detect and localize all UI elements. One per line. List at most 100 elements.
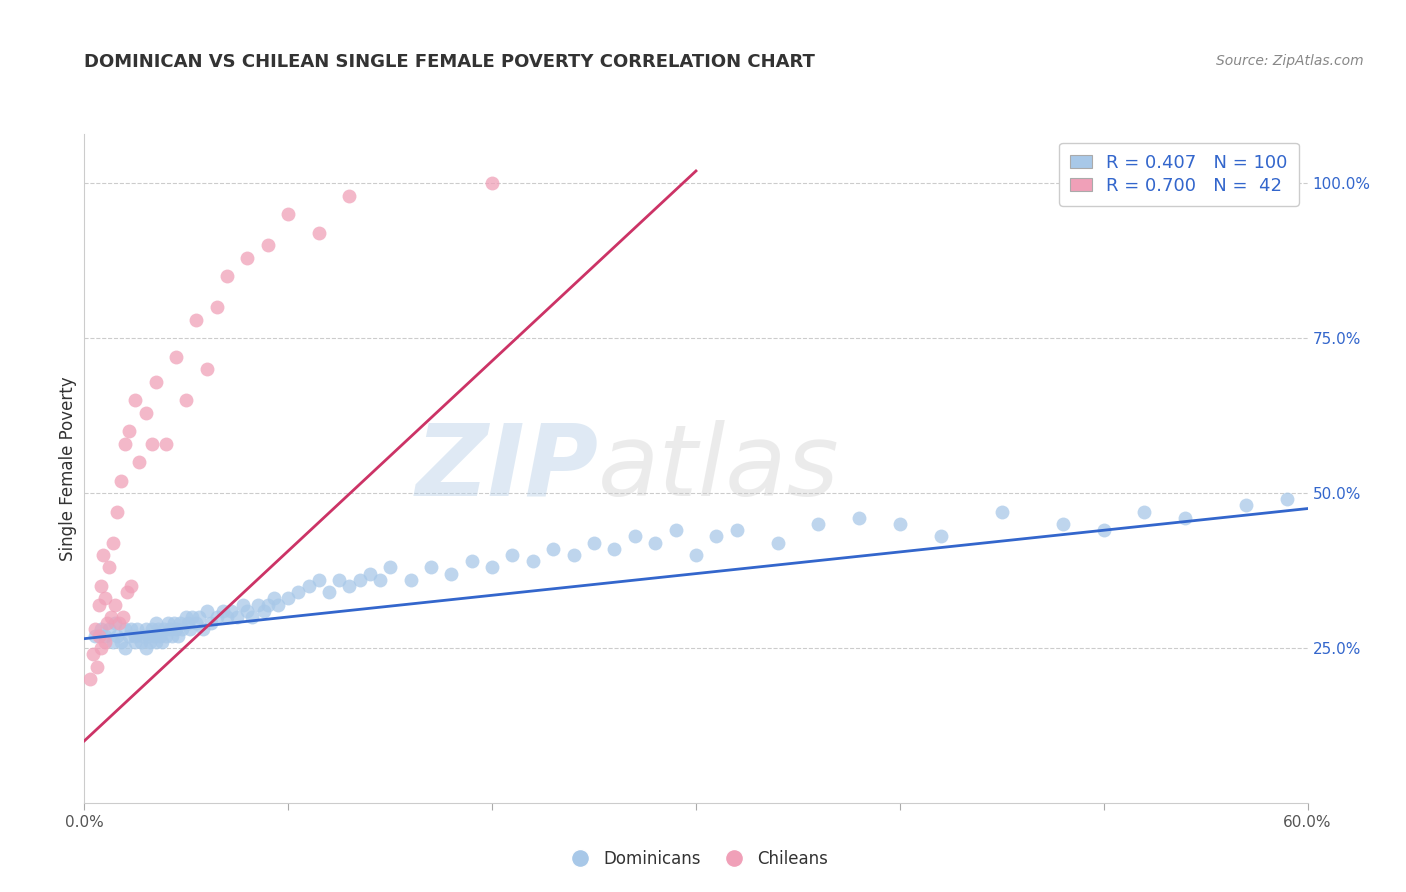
Legend: Dominicans, Chileans: Dominicans, Chileans — [557, 844, 835, 875]
Point — [128, 455, 150, 469]
Point — [118, 424, 141, 438]
Point — [135, 640, 157, 655]
Point — [308, 226, 330, 240]
Point — [603, 541, 626, 556]
Point — [153, 623, 176, 637]
Point — [205, 300, 228, 314]
Point — [97, 623, 120, 637]
Point — [114, 436, 136, 450]
Point — [110, 634, 132, 648]
Point — [1277, 492, 1299, 507]
Point — [146, 623, 169, 637]
Point — [440, 566, 463, 581]
Point — [135, 406, 157, 420]
Point — [124, 634, 146, 648]
Point — [93, 629, 117, 643]
Point — [848, 511, 870, 525]
Point — [90, 640, 112, 655]
Point — [181, 610, 204, 624]
Point — [263, 591, 285, 606]
Point — [253, 604, 276, 618]
Point — [93, 591, 117, 606]
Point — [120, 579, 142, 593]
Point — [339, 579, 361, 593]
Point — [141, 436, 163, 450]
Point — [195, 362, 218, 376]
Point — [287, 585, 309, 599]
Point — [368, 573, 391, 587]
Point — [90, 623, 112, 637]
Point — [114, 623, 136, 637]
Point — [1174, 511, 1197, 525]
Point — [135, 623, 157, 637]
Point — [725, 523, 748, 537]
Point — [420, 560, 443, 574]
Point — [380, 560, 402, 574]
Point — [991, 505, 1014, 519]
Point — [1236, 499, 1258, 513]
Point — [138, 634, 160, 648]
Point — [101, 535, 124, 549]
Point — [142, 629, 165, 643]
Point — [205, 610, 228, 624]
Point — [179, 623, 201, 637]
Point — [624, 529, 647, 543]
Point — [665, 523, 688, 537]
Point — [118, 629, 141, 643]
Point — [91, 548, 114, 562]
Point — [145, 375, 167, 389]
Point — [141, 623, 163, 637]
Point — [105, 629, 128, 643]
Point — [277, 591, 299, 606]
Point — [359, 566, 381, 581]
Point — [177, 616, 200, 631]
Point — [212, 604, 235, 618]
Point — [339, 188, 361, 202]
Point — [1092, 523, 1115, 537]
Point — [96, 616, 118, 631]
Y-axis label: Single Female Poverty: Single Female Poverty — [59, 376, 77, 560]
Point — [176, 393, 198, 408]
Point — [120, 623, 142, 637]
Point — [155, 436, 177, 450]
Point — [328, 573, 350, 587]
Point — [79, 672, 101, 686]
Point — [165, 623, 187, 637]
Point — [543, 541, 565, 556]
Text: DOMINICAN VS CHILEAN SINGLE FEMALE POVERTY CORRELATION CHART: DOMINICAN VS CHILEAN SINGLE FEMALE POVER… — [84, 54, 815, 71]
Point — [766, 535, 789, 549]
Point — [110, 474, 132, 488]
Point — [165, 350, 187, 364]
Point — [226, 610, 249, 624]
Point — [93, 634, 117, 648]
Point — [481, 560, 503, 574]
Point — [246, 598, 269, 612]
Point — [104, 616, 127, 631]
Point — [176, 610, 198, 624]
Point — [86, 659, 108, 673]
Point — [90, 579, 112, 593]
Point — [124, 629, 146, 643]
Point — [461, 554, 484, 568]
Point — [115, 585, 138, 599]
Point — [267, 598, 290, 612]
Point — [349, 573, 371, 587]
Point — [83, 629, 105, 643]
Point — [156, 616, 179, 631]
Point — [127, 623, 149, 637]
Point — [186, 312, 208, 326]
Point — [929, 529, 952, 543]
Point — [308, 573, 330, 587]
Text: Source: ZipAtlas.com: Source: ZipAtlas.com — [1216, 54, 1364, 68]
Point — [217, 269, 239, 284]
Point — [583, 535, 606, 549]
Point — [240, 610, 263, 624]
Point — [236, 604, 259, 618]
Point — [186, 616, 208, 631]
Point — [644, 535, 666, 549]
Point — [685, 548, 707, 562]
Point — [172, 623, 194, 637]
Point — [277, 207, 299, 221]
Point — [101, 634, 124, 648]
Point — [1052, 517, 1074, 532]
